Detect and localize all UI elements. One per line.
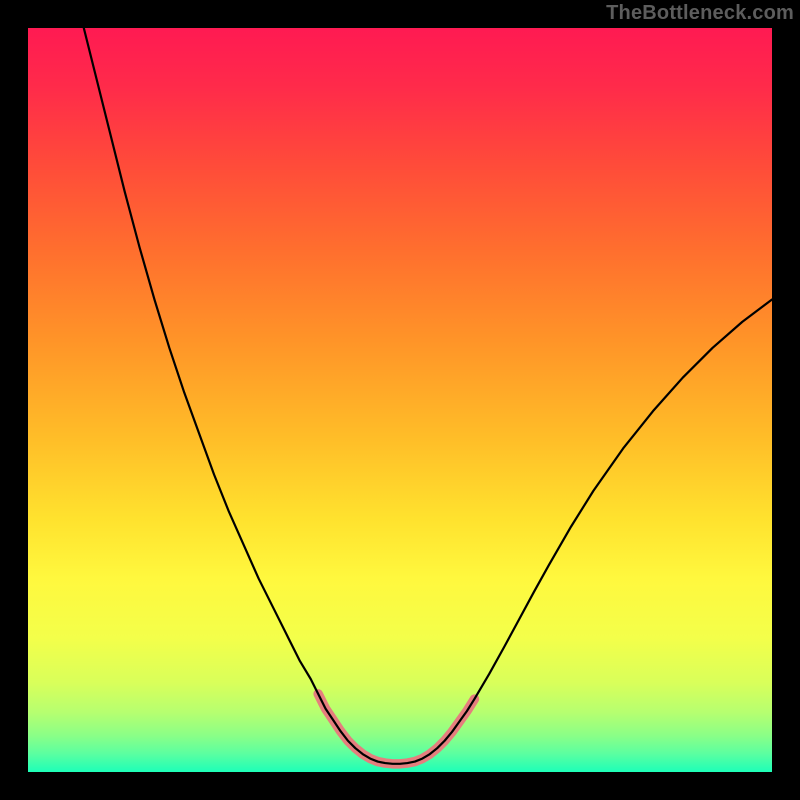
chart-svg xyxy=(0,0,800,800)
figure-root: TheBottleneck.com xyxy=(0,0,800,800)
plot-area xyxy=(28,28,772,772)
watermark-text: TheBottleneck.com xyxy=(606,2,794,25)
